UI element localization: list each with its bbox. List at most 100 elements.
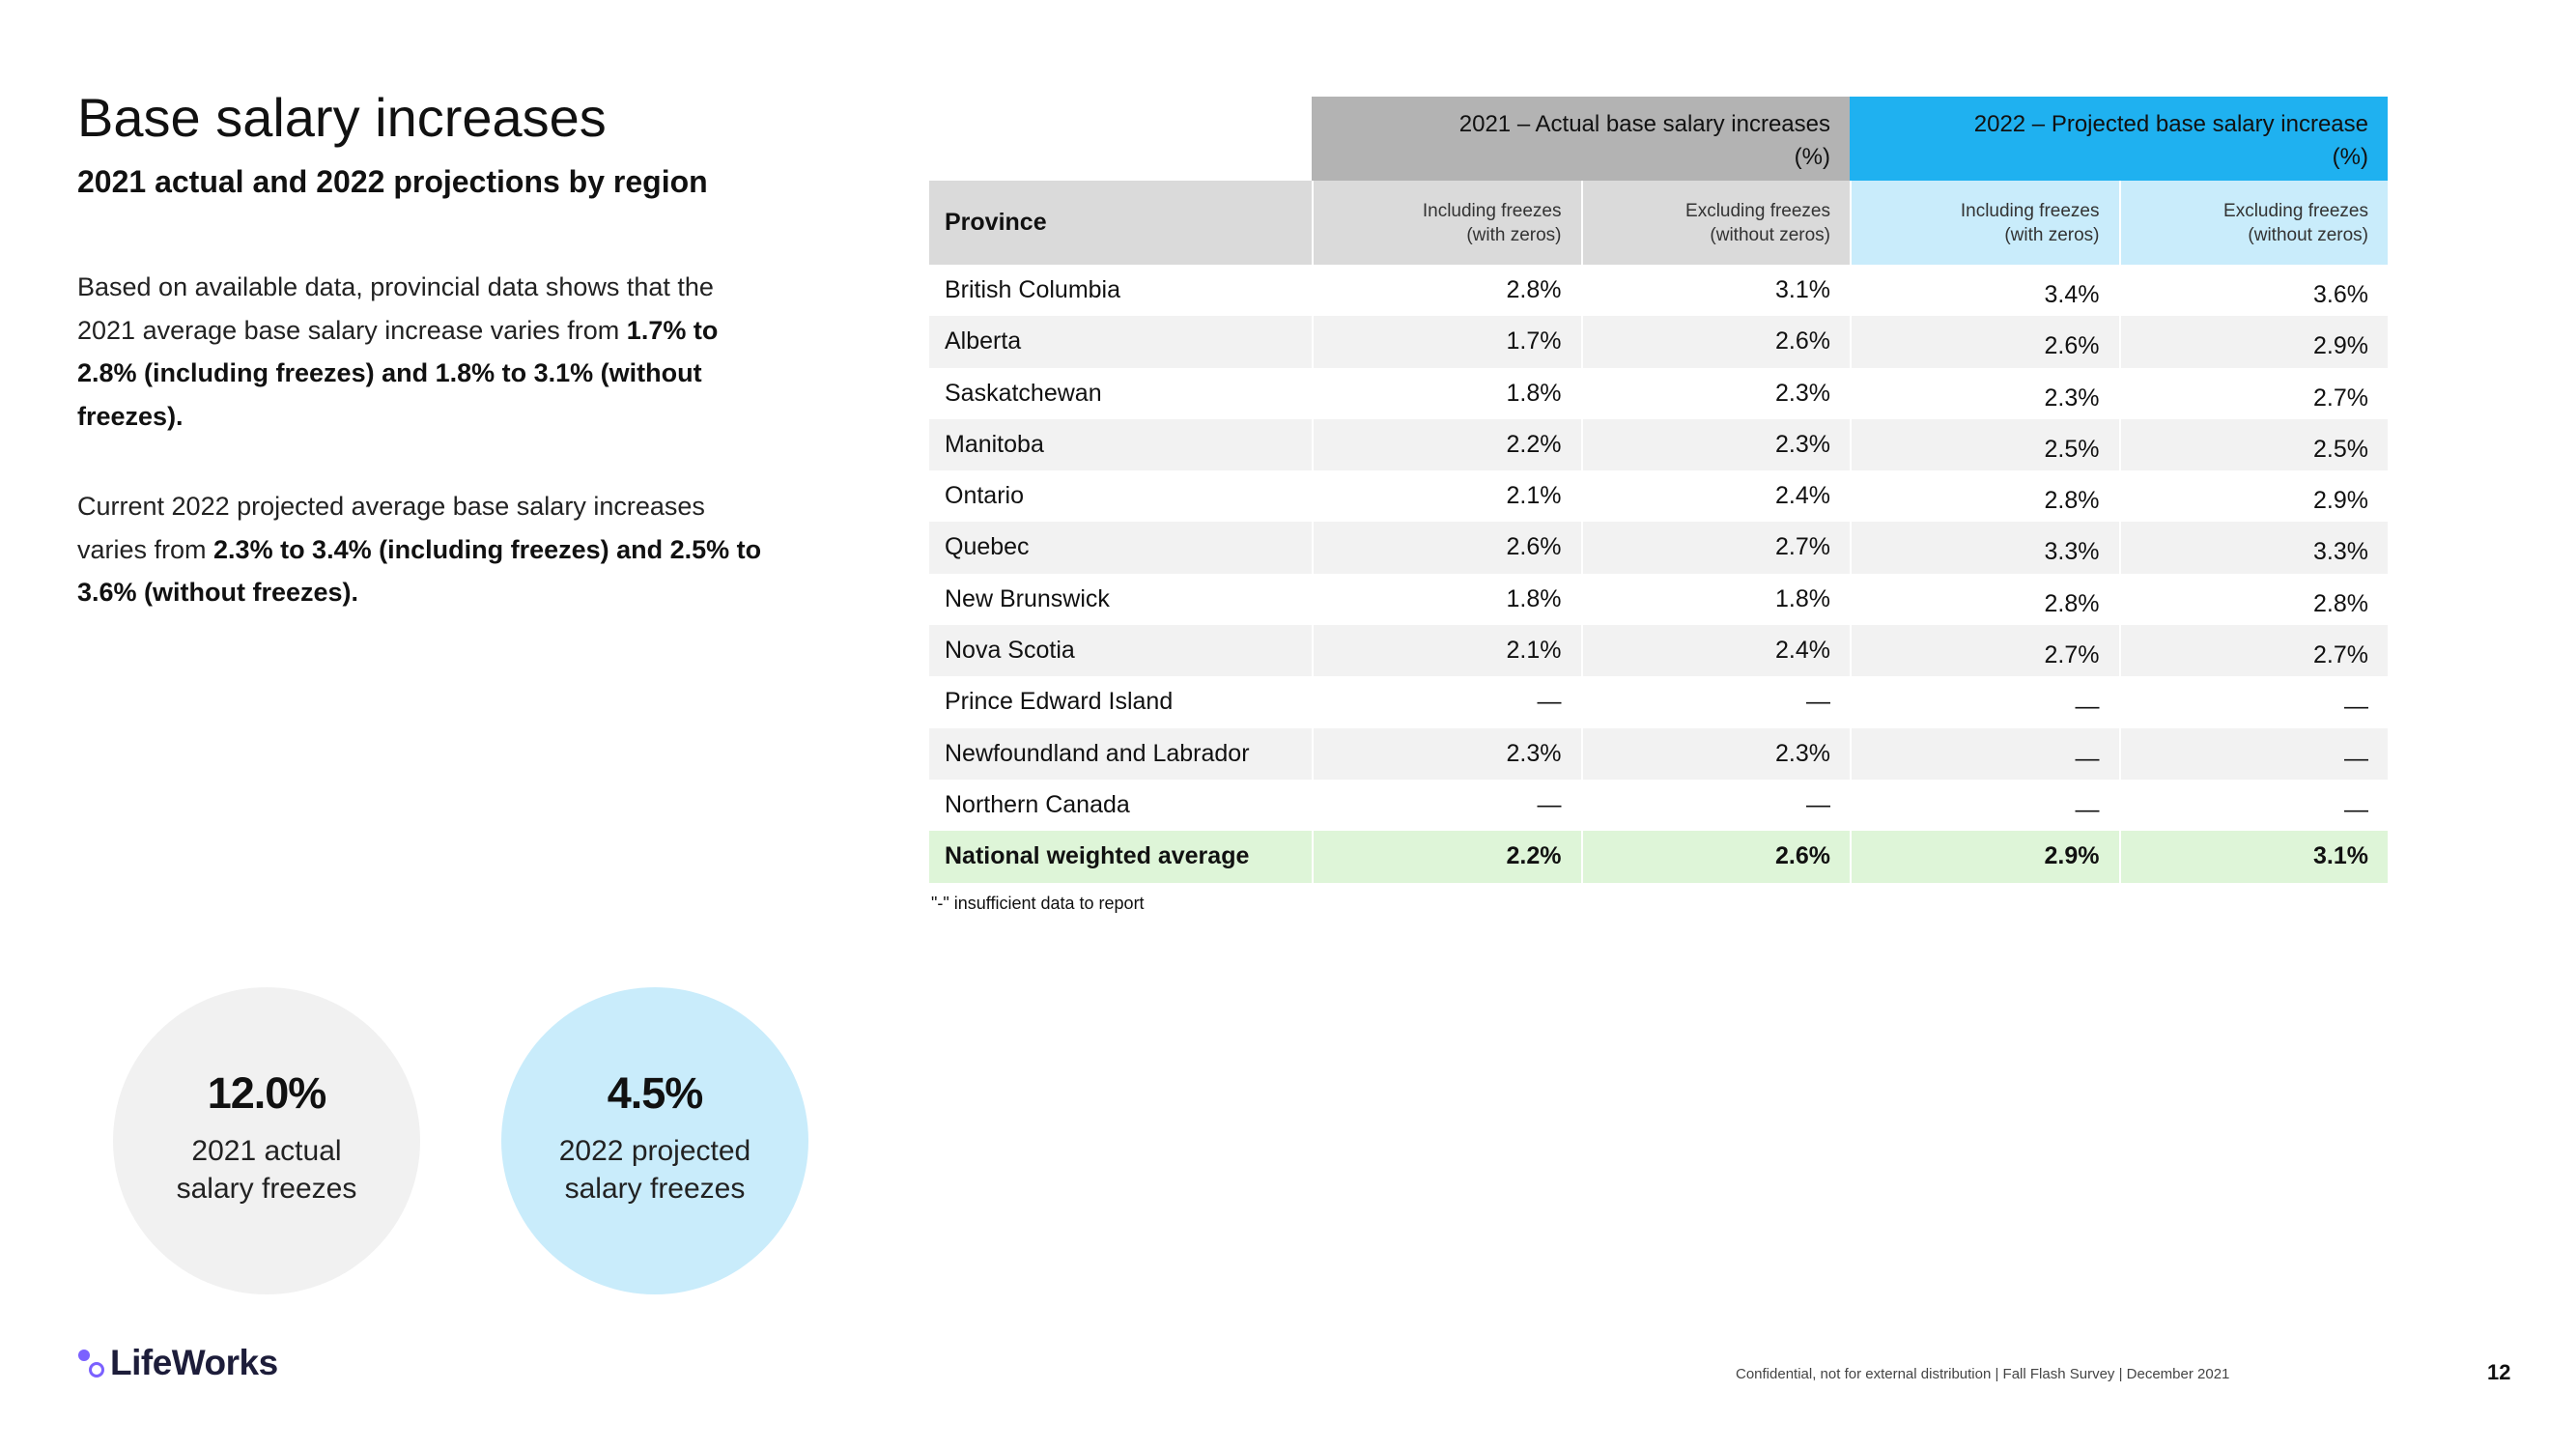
province-cell: Nova Scotia [945,637,1075,665]
summary-highlight: 1.7% to 2.8% (including freezes) and 1.8… [77,315,719,431]
value-cell: 2.8% [1850,573,2119,626]
value-cell: — [1850,727,2119,780]
stat-value: 12.0% [207,1068,327,1118]
value-cell: — [1580,676,1851,728]
value-cell: 2.4% [1580,470,1851,523]
value-cell: 2.3% [1580,727,1851,780]
stat-label-line: salary freezes [564,1173,746,1205]
group-header-2021: 2021 – Actual base salary increases (%) [1312,97,1850,181]
province-cell: Northern Canada [945,790,1130,818]
value-cell: — [2118,779,2389,832]
table-row: Alberta 1.7% 2.6% 2.6% 2.9% [929,316,2389,368]
column-header-line: Excluding freezes [1685,200,1830,221]
value-cell: 1.8% [1580,573,1851,626]
column-header-line: (with zeros) [2004,224,2100,245]
table-row: New Brunswick 1.8% 1.8% 2.8% 2.8% [929,573,2388,626]
value-cell: — [1850,676,2119,728]
value-cell: 2.6% [1312,522,1581,574]
summary-text: Based on available data, provincial data… [77,272,714,345]
value-cell: 2.8% [1312,265,1581,317]
group-header-unit: (%) [1794,144,1830,170]
column-header-2022-including: Including freezes (with zeros) [1850,181,2119,265]
footer-confidential-note: Confidential, not for external distribut… [1736,1366,2230,1382]
value-cell: 2.9% [1850,831,2119,883]
column-header-line: (without zeros) [1710,224,1830,245]
stat-value: 4.5% [607,1068,704,1118]
value-cell: 2.9% [2118,470,2389,523]
value-cell: 3.3% [2118,522,2389,574]
value-cell: — [2118,676,2389,728]
value-cell: — [1580,779,1851,832]
value-cell: 2.3% [1312,727,1581,780]
value-cell: 2.2% [1312,418,1581,471]
summary-text: Current 2022 projected average base sala… [77,492,705,564]
value-cell: 2.9% [2118,316,2389,368]
province-cell: New Brunswick [945,584,1110,612]
value-cell: 1.8% [1312,573,1581,626]
value-cell: 2.7% [2118,625,2389,677]
table-row: Nova Scotia 2.1% 2.4% 2.7% 2.7% [929,625,2389,677]
value-cell: 2.8% [1850,470,2119,523]
group-header-2022: 2022 – Projected base salary increase (%… [1850,97,2388,181]
province-cell: Newfoundland and Labrador [945,739,1250,767]
value-cell: 2.4% [1580,625,1851,677]
stat-label: 2022 projected salary freezes [559,1132,751,1208]
group-header-label: 2022 – Projected base salary increase [1973,111,2368,137]
group-header-label: 2021 – Actual base salary increases [1458,111,1830,137]
value-cell: — [1312,779,1581,832]
summary-paragraph-2022: Current 2022 projected average base sala… [77,485,773,614]
logo-wordmark: LifeWorks [110,1343,278,1382]
table-row: Manitoba 2.2% 2.3% 2.5% 2.5% [929,418,2388,471]
province-cell: British Columbia [945,276,1121,303]
stat-circle-2022-freezes: 4.5% 2022 projected salary freezes [501,987,808,1294]
value-cell: — [1312,676,1581,728]
value-cell: 2.3% [1580,367,1851,419]
value-cell: 2.6% [1850,316,2119,368]
table-column-header: Province Including freezes (with zeros) E… [929,181,2388,265]
value-cell: 2.6% [1580,316,1851,368]
value-cell: 1.7% [1312,316,1581,368]
value-cell: 2.2% [1312,831,1581,883]
value-cell: 2.7% [2118,367,2389,419]
table-row: Northern Canada — — — — [929,779,2389,832]
table-group-header: 2021 – Actual base salary increases (%) … [929,97,2388,181]
column-header-2021-excluding: Excluding freezes (without zeros) [1580,181,1850,265]
value-cell: 1.8% [1312,367,1581,419]
value-cell: — [1850,779,2119,832]
page-title: Base salary increases [77,87,607,148]
value-cell: 3.1% [2118,831,2389,883]
province-cell: Quebec [945,533,1030,561]
value-cell: 3.1% [1580,265,1851,317]
value-cell: 3.3% [1850,522,2119,574]
table-row: Quebec 2.6% 2.7% 3.3% 3.3% [929,522,2389,574]
stat-label-line: salary freezes [176,1173,357,1205]
table-row: Ontario 2.1% 2.4% 2.8% 2.9% [929,470,2389,523]
province-cell: Prince Edward Island [945,688,1174,716]
column-header-line: (without zeros) [2248,224,2368,245]
table-row: Saskatchewan 1.8% 2.3% 2.3% 2.7% [929,367,2389,419]
value-cell: 2.6% [1580,831,1851,883]
group-header-unit: (%) [2332,144,2368,170]
summary-highlight: 2.3% to 3.4% (including freezes) and 2.5… [77,534,762,608]
value-cell: 2.7% [1580,522,1851,574]
table-row-national-average: National weighted average 2.2% 2.6% 2.9%… [929,831,2389,883]
table-row: Newfoundland and Labrador 2.3% 2.3% — — [929,727,2388,780]
province-cell: Ontario [945,482,1024,510]
page-number: 12 [2487,1360,2511,1384]
value-cell: 2.1% [1312,470,1581,523]
stat-label-line: 2022 projected [558,1135,751,1167]
column-header-line: Including freezes [1960,200,2100,221]
lifeworks-logo: LifeWorks [77,1343,278,1383]
stat-circle-2021-freezes: 12.0% 2021 actual salary freezes [113,987,420,1294]
table-row: Prince Edward Island — — — — [929,676,2389,728]
stat-label: 2021 actual salary freezes [177,1132,357,1208]
column-header-line: Including freezes [1422,200,1562,221]
column-header-province: Province [929,181,1312,265]
value-cell: 2.3% [1580,418,1851,471]
province-cell: Manitoba [945,430,1044,458]
table-footnote: "-" insufficient data to report [931,894,1145,913]
province-cell: Saskatchewan [945,379,1102,407]
page-subtitle: 2021 actual and 2022 projections by regi… [77,164,708,199]
column-header-2021-including: Including freezes (with zeros) [1312,181,1581,265]
table-row: British Columbia 2.8% 3.1% 3.4% 3.6% [929,265,2388,317]
